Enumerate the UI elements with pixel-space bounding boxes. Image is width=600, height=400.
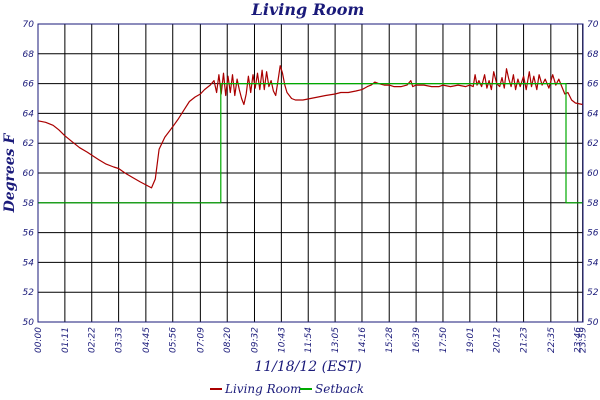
plot-frame: [37, 23, 584, 323]
x-tick-label: 03:33: [115, 327, 125, 353]
x-tick-label: 17:50: [439, 327, 449, 353]
x-tick-label: 11:54: [304, 327, 314, 353]
y-tick-label-left: 68: [23, 50, 35, 60]
x-tick-label: 04:45: [142, 327, 152, 353]
x-tick-label: 20:12: [493, 327, 503, 353]
y-tick-label-left: 66: [23, 80, 35, 90]
y-tick-label-left: 50: [23, 318, 35, 328]
x-tick-label: 22:35: [547, 327, 557, 353]
y-tick-label-right: 66: [587, 80, 599, 90]
series-line-1: [37, 65, 583, 189]
y-axis-label: Degrees F: [2, 133, 18, 214]
x-tick-label: 15:28: [385, 327, 395, 353]
x-tick-label: 16:39: [412, 327, 422, 353]
x-tick-label: 14:16: [358, 327, 368, 353]
y-tick-label-left: 56: [23, 229, 35, 239]
y-tick-label-left: 54: [23, 258, 35, 268]
chart-title: Living Room: [251, 0, 365, 19]
x-tick-label: 08:20: [223, 327, 233, 353]
y-tick-label-right: 50: [587, 318, 599, 328]
x-axis-label: 11/18/12 (EST): [254, 359, 361, 375]
x-tick-label: 19:01: [466, 327, 476, 353]
series-layer: [37, 65, 583, 204]
y-tick-label-left: 70: [23, 20, 35, 30]
y-tick-label-right: 64: [587, 109, 599, 119]
y-tick-label-right: 54: [587, 258, 599, 268]
y-tick-label-left: 62: [23, 139, 35, 149]
x-tick-label: 02:22: [88, 327, 98, 353]
y-tick-label-right: 68: [587, 50, 599, 60]
y-tick-label-right: 62: [587, 139, 599, 149]
x-axis: 00:00 01:11 02:22 03:33 04:45 05:56 07:09 08:20…: [34, 327, 589, 353]
x-tick-label: 21:23: [520, 327, 530, 353]
x-tick-label: 05:56: [169, 327, 179, 353]
x-tick-label: 09:32: [250, 327, 260, 353]
y-tick-label-right: 56: [587, 229, 599, 239]
y-tick-label-left: 58: [23, 199, 35, 209]
x-tick-label: 01:11: [61, 327, 71, 353]
y-axis-right: 50 52 54 56 58 60 62 64 66 68 70: [587, 20, 599, 328]
y-tick-label-right: 70: [587, 20, 599, 30]
y-tick-label-left: 52: [23, 288, 35, 298]
y-tick-label-right: 58: [587, 199, 599, 209]
x-tick-label: 00:00: [34, 327, 44, 353]
y-tick-label-left: 64: [23, 109, 35, 119]
x-tick-label: 23:46: [574, 327, 584, 353]
y-tick-label-right: 60: [587, 169, 599, 179]
x-tick-label: 13:05: [331, 327, 341, 353]
y-tick-label-right: 52: [587, 288, 599, 298]
legend-label-2: Setback: [315, 382, 364, 396]
y-tick-label-left: 60: [23, 169, 35, 179]
x-tick-label: 07:09: [196, 327, 206, 353]
legend-label-1: Living Room: [224, 382, 302, 396]
y-axis-left: 50 52 54 56 58 60 62 64 66 68 70: [23, 20, 35, 328]
grid: [37, 23, 584, 323]
legend: Living Room Setback: [210, 382, 364, 396]
x-tick-label: 10:43: [277, 327, 287, 353]
x-tick-label: 23:59: [579, 327, 589, 353]
series-line-2: [38, 83, 583, 204]
